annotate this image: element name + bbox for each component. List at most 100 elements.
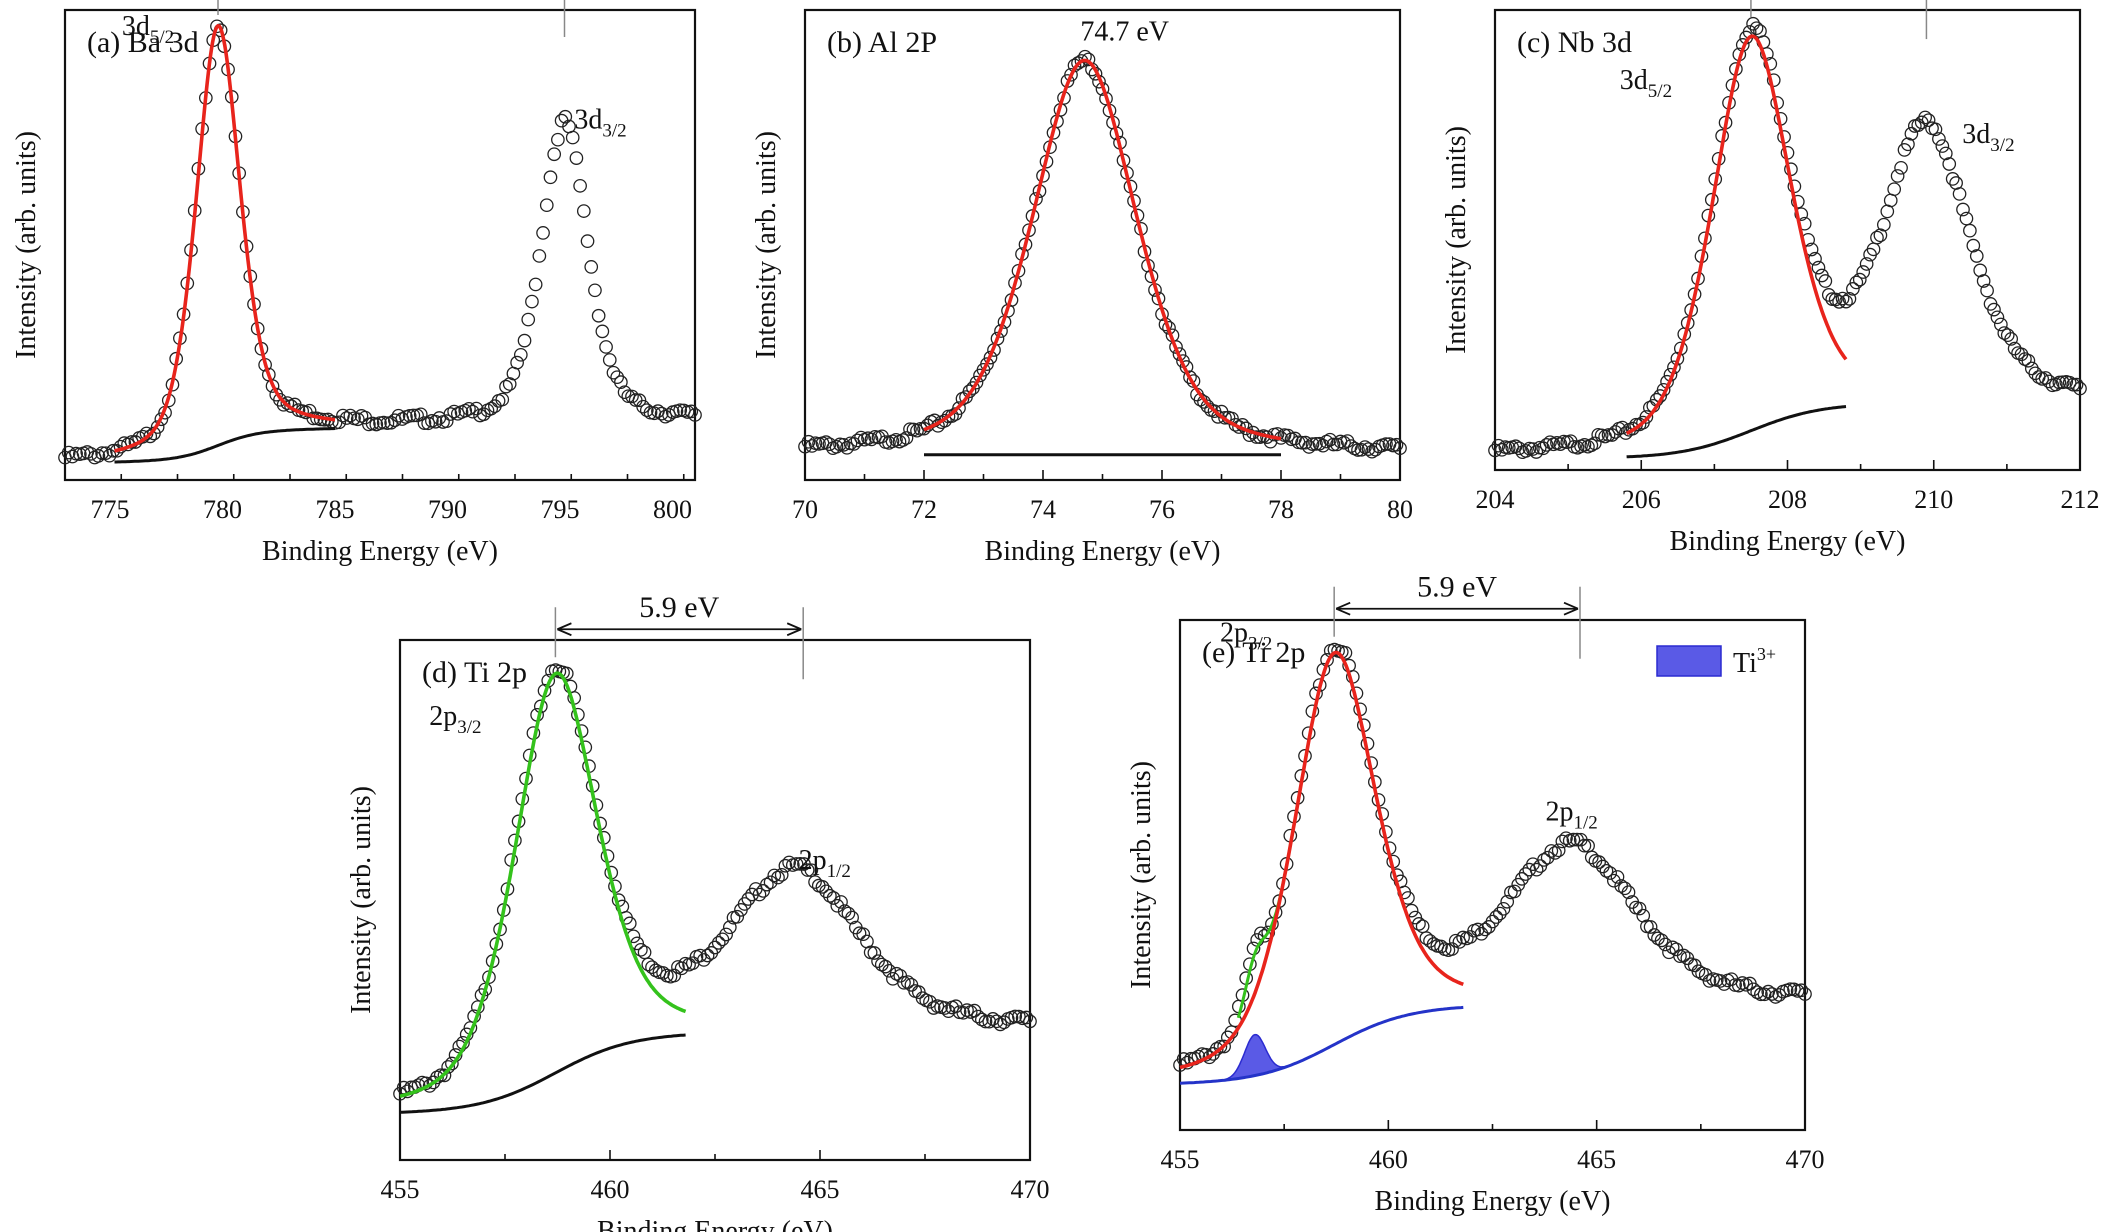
y-axis-label: Intensity (arb. units) — [1126, 761, 1157, 989]
data-point — [1445, 942, 1459, 956]
data-point — [826, 891, 841, 905]
y-axis-label: Intensity (arb. units) — [1441, 126, 1472, 354]
data-point — [98, 446, 113, 461]
data-point — [800, 863, 815, 877]
data-point — [867, 946, 882, 960]
data-point — [1354, 442, 1369, 457]
data-point — [856, 927, 871, 942]
data-point — [782, 855, 796, 870]
data-point — [495, 392, 510, 407]
data-point — [1452, 935, 1467, 949]
data-point — [1512, 441, 1526, 456]
data-point — [1559, 831, 1573, 846]
x-axis-label: Binding Energy (eV) — [985, 536, 1221, 567]
data-point — [2000, 328, 2015, 343]
data-point — [484, 401, 499, 416]
data-point — [1587, 436, 1602, 451]
x-axis-label: Binding Energy (eV) — [262, 536, 498, 567]
x-tick-label: 455 — [381, 1175, 420, 1204]
data-point — [1358, 440, 1372, 454]
data-point — [639, 403, 654, 418]
x-tick-label: 465 — [801, 1175, 840, 1204]
peak-label: 2p3/2 — [1220, 618, 1272, 655]
data-point — [774, 867, 789, 882]
panel-title: (a) Ba 3d — [87, 26, 199, 59]
data-point — [1894, 160, 1908, 175]
data-point — [1379, 437, 1393, 451]
x-tick-label: 455 — [1161, 1145, 1200, 1174]
data-point — [1496, 901, 1511, 916]
data-point — [1942, 157, 1957, 171]
data-point — [517, 333, 532, 348]
data-point — [1309, 437, 1323, 451]
data-point — [952, 401, 966, 415]
data-point — [760, 877, 774, 892]
data-point — [1632, 901, 1647, 916]
data-point — [1839, 294, 1853, 309]
data-point — [84, 446, 98, 461]
data-point — [684, 404, 699, 419]
background-line — [1179, 1005, 1464, 1085]
data-point — [332, 415, 347, 430]
data-point — [937, 1001, 952, 1015]
data-point — [1713, 974, 1728, 988]
x-tick-label: 775 — [91, 495, 130, 524]
data-point — [1368, 442, 1383, 457]
data-point — [1584, 438, 1599, 453]
peak-label: 3d3/2 — [574, 105, 626, 142]
x-tick-label: 460 — [1369, 1145, 1408, 1174]
x-tick-label: 780 — [203, 495, 242, 524]
data-point — [1828, 292, 1843, 307]
data-point — [1393, 441, 1407, 456]
data-point — [737, 897, 752, 911]
data-point — [2062, 375, 2077, 390]
data-point — [1023, 1014, 1037, 1029]
data-point — [673, 403, 688, 418]
x-tick-label: 80 — [1387, 495, 1413, 524]
data-point — [708, 940, 722, 955]
data-point — [1218, 410, 1232, 425]
x-tick-label: 210 — [1914, 485, 1953, 514]
data-point — [962, 384, 977, 399]
data-point — [1232, 420, 1246, 434]
x-tick-label: 460 — [591, 1175, 630, 1204]
data-point — [1746, 982, 1761, 997]
data-point — [273, 392, 287, 407]
arrow-head-left — [557, 622, 572, 637]
data-point — [1966, 238, 1981, 253]
data-point — [1904, 126, 1919, 141]
plot-frame — [63, 8, 697, 482]
data-point — [2004, 332, 2019, 346]
data-point — [980, 357, 994, 371]
fit-line — [114, 23, 336, 453]
x-tick-label: 70 — [792, 495, 818, 524]
x-tick-label: 795 — [541, 495, 580, 524]
data-point — [656, 966, 670, 980]
fit-line — [1625, 34, 1848, 436]
data-points — [1488, 16, 2087, 460]
data-point — [1849, 275, 1864, 290]
data-point — [711, 935, 726, 950]
data-point — [617, 385, 632, 400]
data-point — [1938, 146, 1953, 161]
data-point — [547, 147, 562, 162]
data-point — [1601, 428, 1616, 442]
data-point — [1183, 370, 1197, 385]
data-point — [1794, 207, 1809, 222]
data-point — [730, 909, 745, 924]
x-axis-label: Binding Energy (eV) — [1375, 1186, 1611, 1217]
data-point — [1351, 443, 1365, 457]
arrow-head-right — [786, 622, 802, 637]
data-point — [543, 170, 558, 185]
data-point — [521, 312, 536, 327]
data-point — [421, 416, 436, 431]
data-point — [602, 353, 617, 367]
panel-e: 455 460 465 470 Binding Energy (eV) Intensity… — [1126, 571, 1825, 1217]
data-point — [834, 895, 848, 909]
data-point — [402, 408, 417, 423]
data-point — [1818, 274, 1833, 288]
data-point — [437, 1068, 452, 1083]
data-point — [391, 408, 406, 423]
data-point — [2069, 377, 2084, 392]
